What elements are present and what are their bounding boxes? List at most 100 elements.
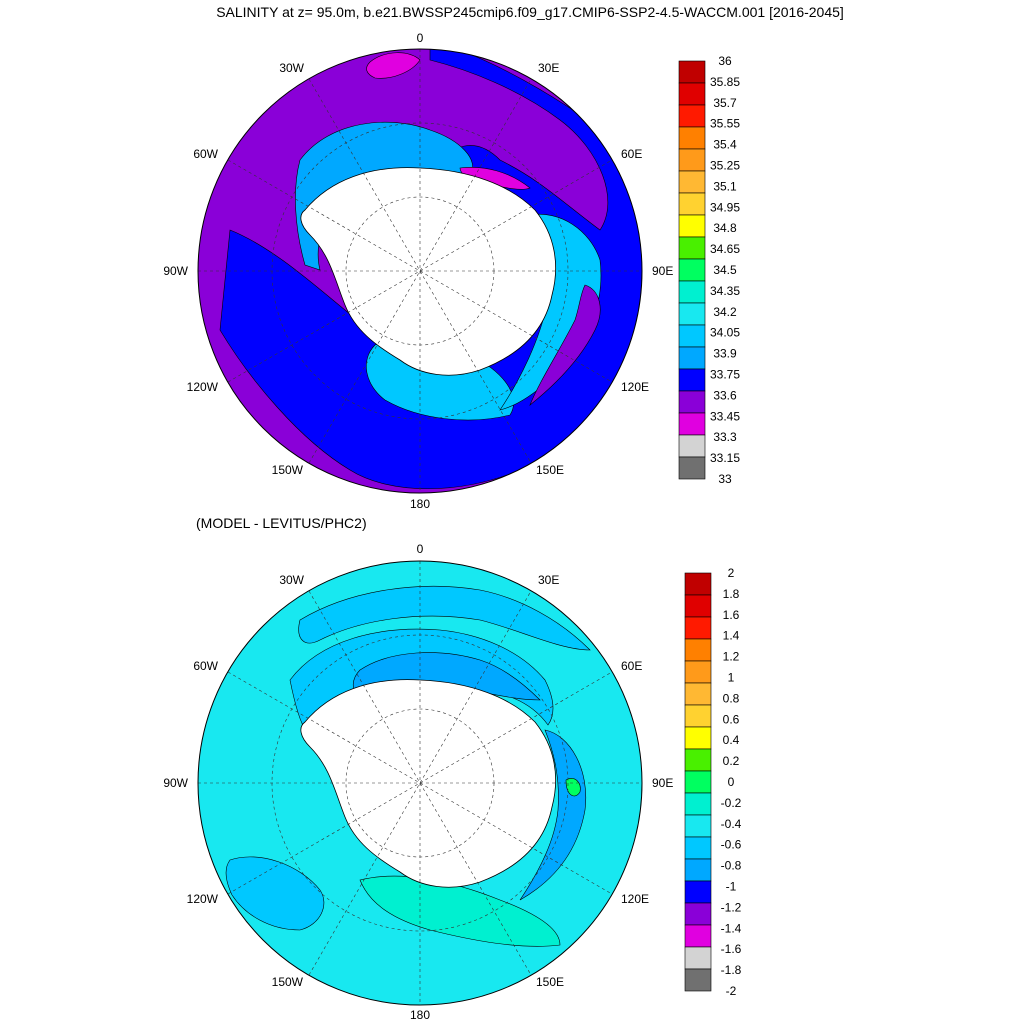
lon-label: 150E [536, 463, 564, 477]
lon-label: 30E [538, 573, 559, 587]
lon-label: 0 [417, 31, 424, 45]
colorbar-label: 33 [718, 472, 732, 486]
ocean-kerguelen-tongue [529, 284, 601, 406]
colorbar-label: 35.25 [710, 159, 740, 173]
colorbar-swatch [684, 770, 712, 794]
colorbar-label: -1.4 [721, 921, 742, 935]
lon-label: 0 [417, 542, 424, 556]
lon-label: 120W [187, 380, 219, 394]
graticule [198, 49, 642, 493]
colorbar-swatch [678, 258, 706, 282]
colorbar-label: 34.05 [710, 326, 740, 340]
ocean-fresh-patch-north [366, 52, 421, 79]
lon-label: 150E [536, 975, 564, 989]
colorbar-label: 33.75 [710, 368, 740, 382]
graticule [198, 561, 642, 1005]
colorbar-swatch [678, 192, 706, 216]
colorbar-label: -1.2 [721, 900, 742, 914]
colorbar-label: 33.15 [710, 451, 740, 465]
colorbar-swatch [684, 616, 712, 640]
colorbar-label: 0.2 [723, 754, 740, 768]
colorbar-label: 34.8 [713, 221, 737, 235]
colorbar-label: 1.6 [723, 608, 740, 622]
colorbar-label: -0.8 [721, 859, 742, 873]
colorbar-swatch [678, 60, 706, 84]
lon-label: 120E [621, 892, 649, 906]
salinity-map: 0 30E 60E 90E 120E 150E 180 150W 120W 90… [163, 31, 673, 511]
difference-colorbar: 2 1.8 1.6 1.4 1.2 1 0.8 0.6 0.4 0.2 0 -0.2 -0.4 -0.6 -… [684, 566, 742, 998]
lon-label: 120W [187, 892, 219, 906]
antarctica-landmass [300, 167, 557, 376]
colorbar-swatch [678, 280, 706, 304]
lon-label: 60E [621, 659, 642, 673]
colorbar-label: 36 [718, 54, 732, 68]
colorbar-swatch [678, 236, 706, 260]
colorbar-label: -0.2 [721, 796, 742, 810]
colorbar-swatch [678, 126, 706, 150]
colorbar-swatch [684, 924, 712, 948]
ocean-pacific-west-patch [225, 856, 325, 931]
colorbar-swatch [678, 434, 706, 458]
colorbar-label: 35.1 [713, 179, 737, 193]
lon-label: 150W [272, 975, 304, 989]
colorbar-swatch [678, 456, 706, 480]
colorbar-label: -0.4 [721, 817, 742, 831]
colorbar-label: -0.6 [721, 838, 742, 852]
lon-labels: 0 30E 60E 90E 120E 150E 180 150W 120W 90… [163, 31, 673, 511]
colorbar-swatch [684, 836, 712, 860]
lon-label: 30W [279, 573, 304, 587]
colorbar-label: 34.65 [710, 242, 740, 256]
colorbar-label: 0.4 [723, 733, 740, 747]
colorbar-swatch [684, 660, 712, 684]
lon-label: 60W [193, 659, 218, 673]
lon-label: 90W [163, 264, 188, 278]
colorbar-label: 34.2 [713, 305, 737, 319]
colorbar-swatch [684, 814, 712, 838]
lon-label: 60W [193, 147, 218, 161]
colorbar-swatch [684, 726, 712, 750]
colorbar-label: 1 [728, 671, 735, 685]
colorbar-label: 1.8 [723, 587, 740, 601]
colorbar-label: 0.8 [723, 691, 740, 705]
lon-label: 180 [410, 1008, 430, 1022]
colorbar-label: 1.2 [723, 650, 740, 664]
colorbar-swatch [678, 324, 706, 348]
lon-label: 120E [621, 380, 649, 394]
colorbar-swatch [684, 594, 712, 618]
colorbar-label: 34.5 [713, 263, 737, 277]
colorbar-label: 33.45 [710, 409, 740, 423]
colorbar-label: 35.7 [713, 96, 737, 110]
colorbar-swatch [684, 638, 712, 662]
colorbar-label: -1.6 [721, 942, 742, 956]
lon-labels: 0 30E 60E 90E 120E 150E 180 150W 120W 90… [163, 542, 673, 1022]
lon-label: 90E [652, 264, 673, 278]
antarctica-landmass [300, 679, 557, 888]
colorbar-label: 35.85 [710, 75, 740, 89]
salinity-colorbar: 36 35.85 35.7 35.55 35.4 35.25 35.1 34.95 34.8 34… [678, 54, 740, 486]
lon-label: 180 [410, 497, 430, 511]
colorbar-label: 34.95 [710, 200, 740, 214]
colorbar-swatch [684, 792, 712, 816]
map-border [197, 48, 643, 494]
colorbar-swatch [678, 368, 706, 392]
lon-label: 90E [652, 776, 673, 790]
colorbar-swatch [684, 880, 712, 904]
colorbar-swatch [684, 748, 712, 772]
colorbar-swatch [684, 572, 712, 596]
lon-label: 90W [163, 776, 188, 790]
colorbar-swatch [678, 148, 706, 172]
colorbar-swatch [678, 346, 706, 370]
colorbar-label: -1.8 [721, 963, 742, 977]
ocean-atlantic-north-band [298, 586, 591, 651]
colorbar-swatch [678, 82, 706, 106]
colorbar-swatch [684, 858, 712, 882]
colorbar-swatch [678, 104, 706, 128]
colorbar-swatch [684, 682, 712, 706]
colorbar-label: 0 [728, 775, 735, 789]
colorbar-swatch [678, 170, 706, 194]
colorbar-label: 0.6 [723, 712, 740, 726]
colorbar-swatch [684, 902, 712, 926]
lon-label: 60E [621, 147, 642, 161]
colorbar-label: 33.3 [713, 430, 737, 444]
